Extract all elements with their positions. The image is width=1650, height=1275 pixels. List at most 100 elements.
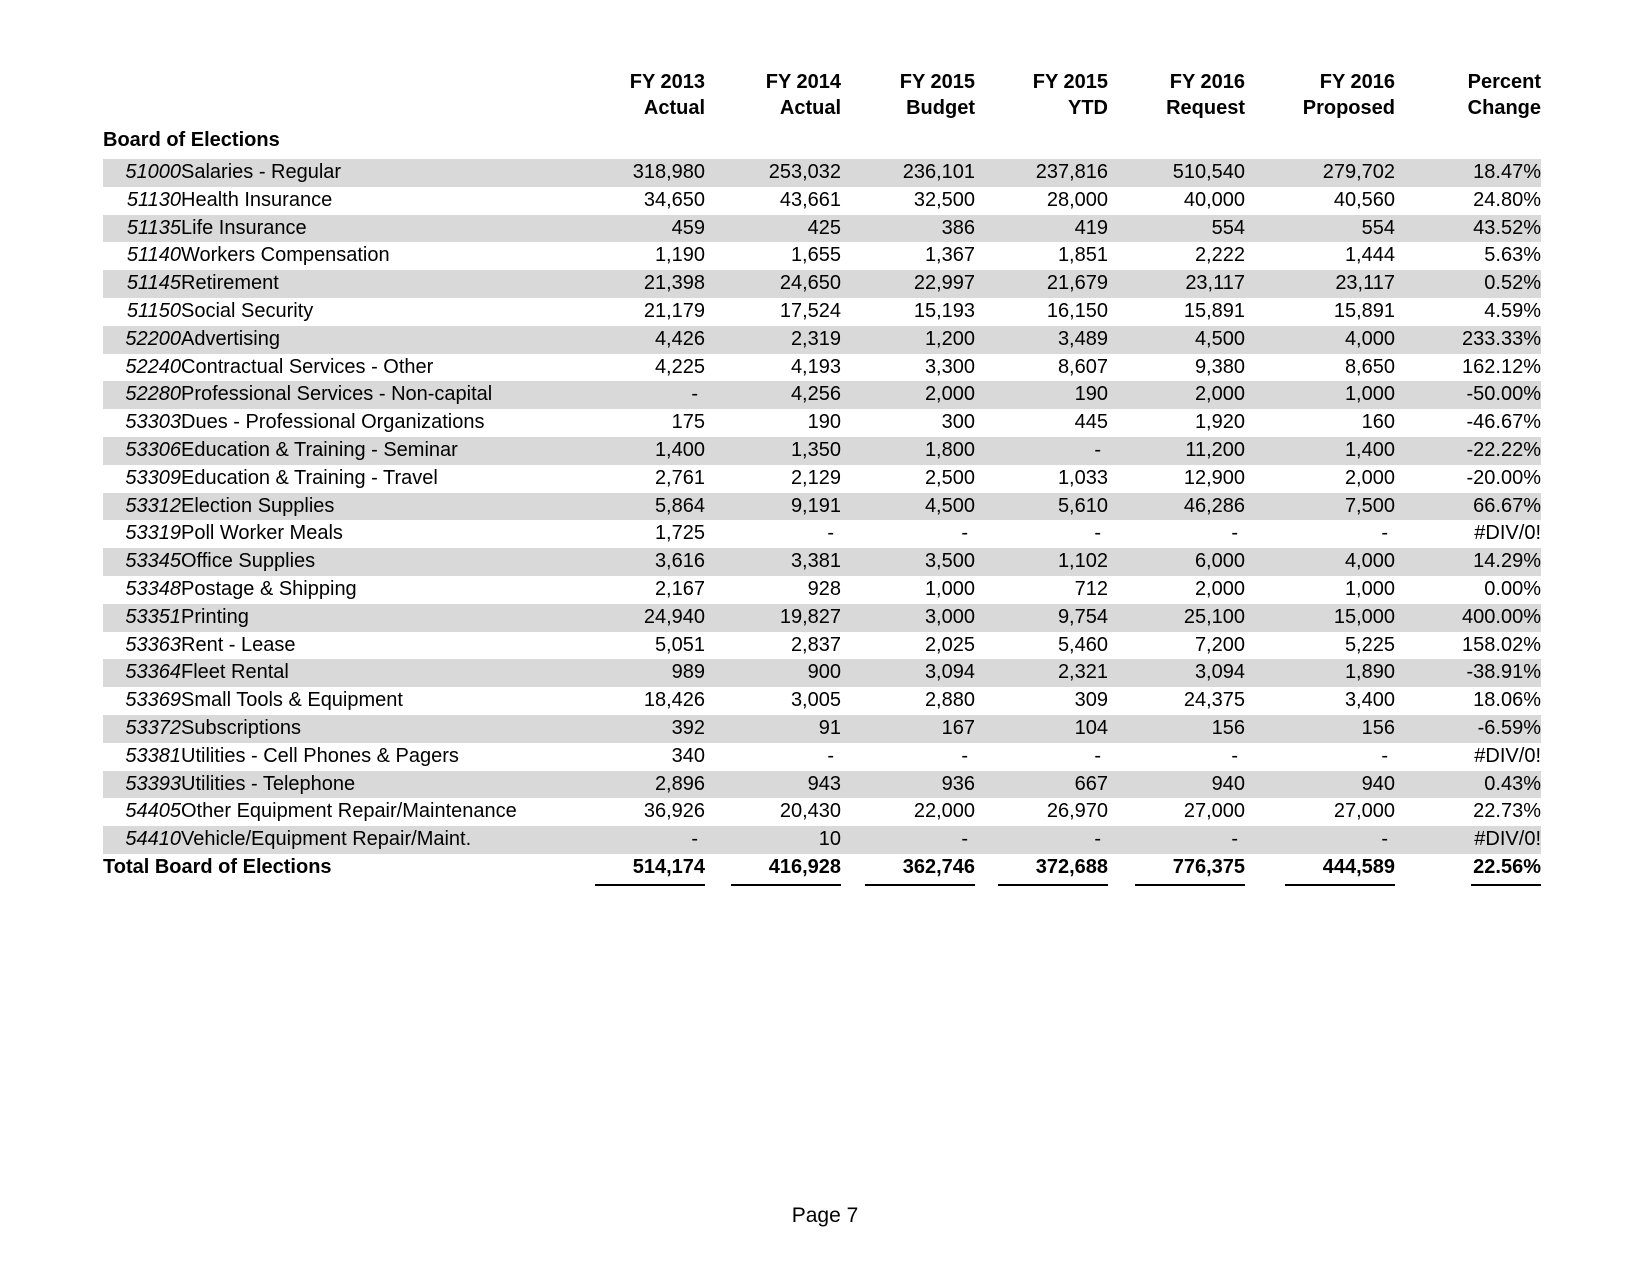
cell-fy2015-ytd: 1,851 bbox=[1057, 244, 1108, 267]
cell-fy2014-actual: 1,350 bbox=[705, 436, 841, 465]
cell-fy2015-budget: 3,300 bbox=[924, 355, 975, 378]
col-fy2015-ytd-year: FY 2015 bbox=[1032, 71, 1108, 93]
cell-fy2013-actual: - bbox=[533, 381, 705, 410]
cell-fy2013-actual: 5,864 bbox=[533, 492, 705, 521]
cell-fy2015-budget: 15,193 bbox=[913, 299, 975, 322]
cell-fy2016-proposed: - bbox=[1381, 522, 1388, 545]
account-name: Workers Compensation bbox=[181, 244, 390, 267]
cell-fy2015-ytd: 5,610 bbox=[975, 492, 1108, 521]
table-row: 53364 Fleet Rental 989 900 3,094 2,321 3… bbox=[103, 659, 1541, 688]
cell-fy2016-request: 27,000 bbox=[1183, 800, 1245, 823]
account-code: 52240 bbox=[125, 355, 181, 378]
cell-fy2016-proposed: 3,400 bbox=[1344, 689, 1395, 712]
table-row: 54410 Vehicle/Equipment Repair/Maint. - … bbox=[103, 826, 1541, 854]
cell-fy2013-actual: 5,051 bbox=[654, 633, 705, 656]
table-row: 53312 Election Supplies 5,864 9,191 4,50… bbox=[103, 492, 1541, 521]
cell-fy2015-budget: 1,800 bbox=[841, 436, 975, 465]
total-label: Total Board of Elections bbox=[103, 855, 332, 878]
account-code: 53351 bbox=[103, 603, 181, 632]
table-row: 53303 Dues - Professional Organizations … bbox=[103, 409, 1541, 437]
cell-fy2016-proposed: - bbox=[1381, 744, 1388, 767]
cell-fy2016-proposed: - bbox=[1245, 826, 1395, 854]
cell-fy2014-actual: 2,837 bbox=[790, 633, 841, 656]
cell-fy2013-actual: 36,926 bbox=[643, 800, 705, 823]
cell-fy2015-ytd: 419 bbox=[975, 214, 1108, 243]
cell-fy2014-actual: 1,655 bbox=[790, 244, 841, 267]
cell-fy2016-request: 46,286 bbox=[1108, 492, 1245, 521]
col-fy2015-budget-year: FY 2015 bbox=[899, 71, 975, 93]
cell-fy2015-budget: - bbox=[841, 826, 975, 854]
cell-fy2014-actual: 19,827 bbox=[705, 603, 841, 632]
cell-fy2016-request: 24,375 bbox=[1183, 689, 1245, 712]
table-row: 52280 Professional Services - Non-capita… bbox=[103, 381, 1541, 410]
cell-fy2016-request: 12,900 bbox=[1183, 466, 1245, 489]
cell-fy2013-actual: 1,400 bbox=[533, 436, 705, 465]
account-code: 51145 bbox=[103, 270, 181, 298]
table-row: 53345 Office Supplies 3,616 3,381 3,500 … bbox=[103, 548, 1541, 576]
table-row: 51130 Health Insurance 34,650 43,661 32,… bbox=[103, 187, 1541, 215]
total-percent-change: 22.56% bbox=[1471, 856, 1541, 886]
col-fy2014-actual-type: Actual bbox=[779, 97, 841, 119]
cell-fy2015-ytd: 712 bbox=[1074, 577, 1108, 600]
cell-fy2013-actual: 2,896 bbox=[533, 770, 705, 799]
col-fy2016-request-type: Request bbox=[1166, 97, 1245, 119]
cell-fy2015-budget: 167 bbox=[841, 714, 975, 743]
cell-fy2014-actual: - bbox=[827, 744, 834, 767]
col-fy2014-actual-year: FY 2014 bbox=[765, 71, 841, 93]
table-row: 52240 Contractual Services - Other 4,225… bbox=[103, 354, 1541, 382]
cell-fy2016-request: 2,000 bbox=[1108, 381, 1245, 410]
col-fy2013-actual-type: Actual bbox=[643, 97, 705, 119]
account-code: 53306 bbox=[103, 436, 181, 465]
account-name: Utilities - Cell Phones & Pagers bbox=[181, 744, 459, 767]
table-row: 53363 Rent - Lease 5,051 2,837 2,025 5,4… bbox=[103, 632, 1541, 660]
account-code: 53309 bbox=[125, 466, 181, 489]
cell-fy2014-actual: 91 bbox=[705, 714, 841, 743]
table-row: 53348 Postage & Shipping 2,167 928 1,000… bbox=[103, 576, 1541, 604]
cell-fy2015-ytd: 9,754 bbox=[975, 603, 1108, 632]
cell-fy2014-actual: 2,319 bbox=[705, 325, 841, 354]
account-code: 53369 bbox=[125, 689, 181, 712]
total-fy2013-actual: 514,174 bbox=[594, 856, 705, 886]
cell-fy2013-actual: 1,725 bbox=[654, 522, 705, 545]
cell-percent-change: -38.91% bbox=[1395, 659, 1541, 688]
cell-fy2015-ytd: 104 bbox=[975, 714, 1108, 743]
cell-fy2015-ytd: 3,489 bbox=[975, 325, 1108, 354]
cell-fy2015-ytd: - bbox=[1094, 522, 1101, 545]
cell-fy2015-budget: 22,997 bbox=[841, 270, 975, 298]
cell-fy2014-actual: 190 bbox=[807, 411, 841, 434]
cell-fy2016-request: 15,891 bbox=[1183, 299, 1245, 322]
section-title: Board of Elections bbox=[103, 129, 280, 151]
cell-fy2014-actual: 43,661 bbox=[779, 188, 841, 211]
header-row-types: Actual Actual Budget YTD Request Propose… bbox=[103, 95, 1541, 122]
cell-fy2016-proposed: 15,000 bbox=[1245, 603, 1395, 632]
account-name: Professional Services - Non-capital bbox=[181, 381, 533, 410]
cell-fy2015-ytd: 28,000 bbox=[1046, 188, 1108, 211]
table-body: Board of Elections 51000 Salaries - Regu… bbox=[103, 122, 1541, 886]
cell-fy2015-ytd: - bbox=[975, 826, 1108, 854]
cell-fy2016-request: 40,000 bbox=[1183, 188, 1245, 211]
cell-fy2014-actual: 425 bbox=[705, 214, 841, 243]
table-row: 51140 Workers Compensation 1,190 1,655 1… bbox=[103, 242, 1541, 270]
cell-fy2015-budget: 4,500 bbox=[841, 492, 975, 521]
cell-fy2016-proposed: 7,500 bbox=[1245, 492, 1395, 521]
cell-fy2014-actual: 3,005 bbox=[790, 689, 841, 712]
total-fy2016-proposed: 444,589 bbox=[1284, 856, 1395, 886]
col-percent-change-year: Percent bbox=[1467, 71, 1541, 93]
cell-percent-change: 0.43% bbox=[1395, 770, 1541, 799]
cell-fy2016-proposed: 554 bbox=[1245, 214, 1395, 243]
table-row: 53306 Education & Training - Seminar 1,4… bbox=[103, 436, 1541, 465]
account-code: 51000 bbox=[103, 159, 181, 187]
table-row: 53351 Printing 24,940 19,827 3,000 9,754… bbox=[103, 603, 1541, 632]
cell-fy2013-actual: 21,398 bbox=[533, 270, 705, 298]
cell-fy2014-actual: 10 bbox=[705, 826, 841, 854]
cell-fy2013-actual: 34,650 bbox=[643, 188, 705, 211]
cell-fy2014-actual: - bbox=[827, 522, 834, 545]
cell-fy2016-proposed: 4,000 bbox=[1245, 548, 1395, 576]
cell-percent-change: 14.29% bbox=[1395, 548, 1541, 576]
cell-fy2015-budget: 936 bbox=[841, 770, 975, 799]
cell-fy2016-proposed: 279,702 bbox=[1245, 159, 1395, 187]
cell-percent-change: -6.59% bbox=[1395, 714, 1541, 743]
account-name: Small Tools & Equipment bbox=[181, 689, 403, 712]
cell-fy2016-request: 554 bbox=[1108, 214, 1245, 243]
cell-percent-change: -50.00% bbox=[1395, 381, 1541, 410]
